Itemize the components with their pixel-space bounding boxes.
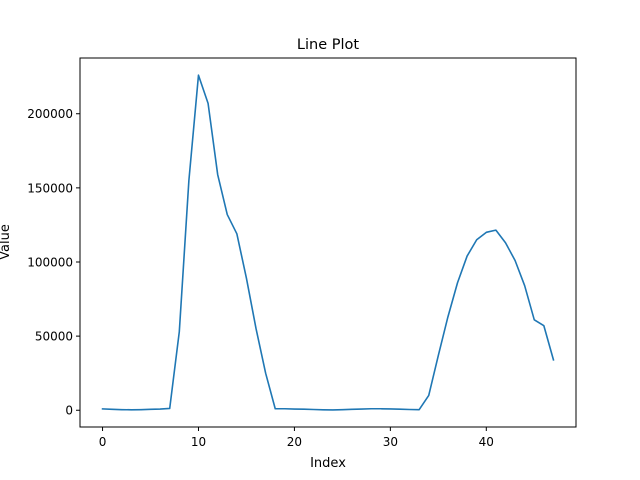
series-layer — [101, 74, 555, 411]
y-axis-label: Value — [0, 224, 13, 260]
x-tick-label: 10 — [191, 435, 206, 449]
y-tick-label: 0 — [65, 404, 73, 418]
y-tick-label: 100000 — [27, 255, 73, 269]
x-axis-ticks: 0 10 20 30 40 — [99, 427, 494, 449]
x-axis-label: Index — [310, 456, 346, 471]
x-tick-label: 20 — [287, 435, 302, 449]
plot-frame — [79, 57, 577, 428]
x-tick-label: 0 — [99, 435, 107, 449]
y-axis-ticks: 0 50000 100000 150000 200000 — [27, 107, 80, 418]
x-tick-label: 40 — [479, 435, 494, 449]
y-tick-label: 50000 — [35, 330, 73, 344]
chart-title: Line Plot — [297, 37, 359, 53]
y-tick-label: 200000 — [27, 107, 73, 121]
x-tick-label: 30 — [383, 435, 398, 449]
series-line-0 — [101, 74, 555, 411]
y-tick-label: 150000 — [27, 181, 73, 195]
